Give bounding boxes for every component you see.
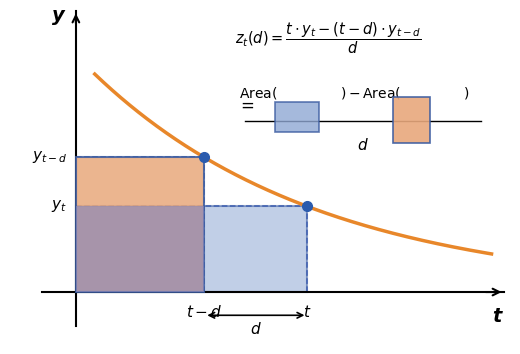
Bar	[76, 206, 307, 292]
Text: $d$: $d$	[250, 321, 262, 337]
Text: $=$: $=$	[237, 96, 254, 114]
Bar	[76, 158, 204, 292]
Text: $y_{t-d}$: $y_{t-d}$	[32, 149, 67, 165]
Text: $t$: $t$	[303, 304, 311, 320]
Text: $z_t(d) = \dfrac{t \cdot y_t - (t-d) \cdot y_{t-d}}{d}$: $z_t(d) = \dfrac{t \cdot y_t - (t-d) \cd…	[235, 20, 422, 56]
Text: $\mathrm{Area}($: $\mathrm{Area}($	[239, 85, 278, 101]
Bar	[394, 97, 430, 143]
Bar	[76, 206, 204, 292]
Text: $y_t$: $y_t$	[51, 198, 67, 215]
Text: $)$: $)$	[463, 85, 469, 101]
Text: $d$: $d$	[357, 137, 369, 153]
Bar	[275, 102, 319, 132]
Text: $\boldsymbol{t}$: $\boldsymbol{t}$	[491, 307, 503, 326]
Text: $\boldsymbol{y}$: $\boldsymbol{y}$	[51, 8, 67, 28]
Text: $t-d$: $t-d$	[186, 304, 223, 320]
Text: $) - \mathrm{Area}($: $) - \mathrm{Area}($	[340, 85, 401, 101]
